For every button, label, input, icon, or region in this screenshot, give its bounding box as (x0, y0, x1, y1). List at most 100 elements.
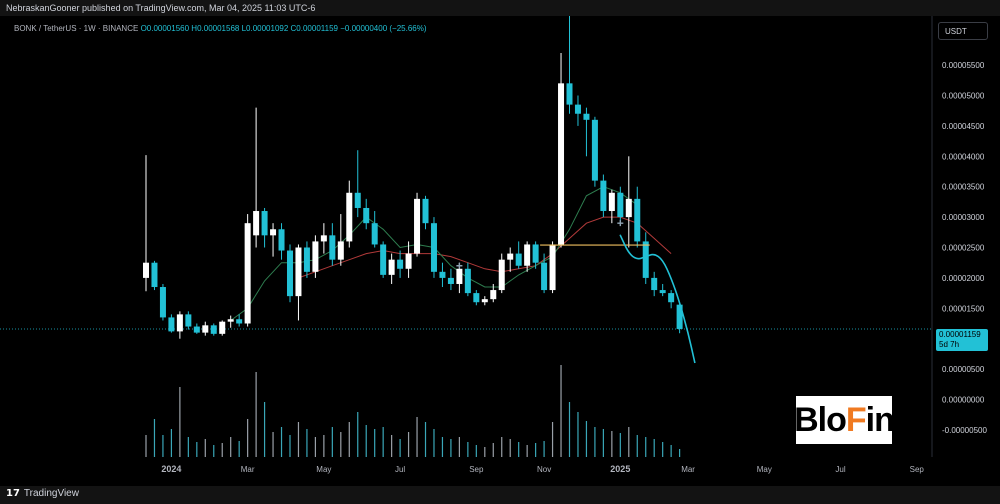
candle-body (236, 319, 243, 324)
symbol-legend: BONK / TetherUS · 1W · BINANCE O0.000015… (14, 24, 427, 33)
volume-bar (348, 422, 350, 457)
candle-body (227, 319, 234, 322)
candle-body (270, 229, 277, 236)
candle-body (354, 192, 361, 208)
volume-bar (645, 437, 647, 457)
volume-bar (280, 427, 283, 457)
candle-body (185, 314, 192, 327)
candle-body (210, 325, 217, 334)
candle-body (498, 259, 505, 291)
volume-bar (526, 445, 528, 457)
volume-bar (662, 442, 664, 457)
change-value: −0.00000400 (−25.66%) (340, 24, 427, 33)
chart-area[interactable]: 0.00005500 0.00005000 0.00004500 0.00004000… (0, 7, 1000, 486)
candle-body (541, 262, 548, 291)
volume-bar (501, 437, 503, 457)
candle-body (337, 241, 344, 260)
candle-body (414, 198, 421, 254)
x-tick-label: Jul (835, 465, 845, 474)
volume-bar (391, 435, 393, 457)
candle-body (346, 192, 353, 242)
volume-bar (619, 433, 621, 457)
volume-bar (568, 402, 571, 457)
volume-bar (272, 432, 274, 457)
volume-bar (407, 432, 410, 457)
publisher-text: NebraskanGooner published on TradingView… (6, 3, 316, 13)
candle-body (143, 262, 149, 278)
y-tick-label: 0.00004000 (942, 152, 985, 161)
candle-body (651, 277, 658, 291)
volume-bar (331, 427, 333, 457)
volume-bar (543, 441, 545, 457)
y-tick-label: 0.00003500 (942, 183, 985, 192)
volume-bar (382, 427, 384, 457)
candle-body (634, 198, 641, 242)
close-value: C0.00001159 (290, 24, 338, 33)
candle-body (397, 259, 404, 269)
candle-body (507, 253, 514, 260)
volume-bar (365, 425, 367, 457)
candle-body (464, 268, 471, 294)
open-value: O0.00001560 (140, 24, 190, 33)
candle-body (261, 211, 268, 236)
candle-body (524, 244, 531, 266)
candle-body (278, 229, 285, 251)
volume-bar (450, 439, 452, 457)
x-tick-label: Nov (537, 465, 551, 474)
candlestick-chart[interactable]: 0.00005500 0.00005000 0.00004500 0.00004000… (0, 7, 1000, 486)
currency-button[interactable]: USDT (938, 22, 988, 40)
x-tick-label: Mar (681, 465, 695, 474)
volume-bar (433, 429, 435, 457)
candle-body (202, 325, 209, 333)
candle-body (312, 241, 319, 272)
y-tick-label: 0.00005500 (942, 61, 985, 70)
volume-bar (399, 439, 401, 457)
volume-bar (357, 412, 359, 457)
candle-body (481, 299, 488, 303)
tradingview-logo[interactable]: 17 TradingView (6, 488, 79, 499)
candle-body (574, 104, 581, 114)
candle-body (295, 247, 302, 297)
y-tick-label: 0.00005000 (942, 92, 985, 101)
ma-red-line (298, 216, 672, 279)
volume-bar (323, 435, 325, 457)
candle-body (473, 293, 480, 303)
volume-bar (458, 437, 460, 457)
volume-bar (204, 439, 206, 457)
volume-bar (509, 439, 511, 457)
volume-bar (518, 442, 520, 457)
tradingview-logo-text: TradingView (23, 488, 79, 499)
x-tick-label: Sep (469, 465, 484, 474)
volume-bar (551, 422, 554, 457)
candle-body (558, 83, 565, 245)
candle-body (439, 271, 446, 278)
volume-bar (187, 437, 189, 457)
candle-body (549, 244, 556, 291)
candle-body (380, 244, 387, 275)
y-tick-label: 0.00001500 (942, 304, 985, 313)
candle-body (244, 223, 251, 324)
candle-body (219, 321, 226, 334)
y-tick-label: -0.00000500 (942, 426, 987, 435)
candle-body (363, 207, 370, 224)
x-tick-label: Mar (241, 465, 255, 474)
volume-bar (297, 422, 300, 457)
candle-body (286, 250, 293, 297)
symbol-name: BONK / TetherUS · 1W · BINANCE (14, 24, 139, 33)
candle-body (159, 287, 166, 318)
y-tick-label: 0.00002500 (942, 244, 985, 253)
volume-bar (162, 435, 164, 457)
volume-bar (475, 445, 477, 457)
volume-bar (611, 431, 613, 457)
volume-bar (653, 439, 655, 457)
volume-bar (577, 412, 579, 457)
high-value: H0.00001568 (191, 24, 240, 33)
candle-body (422, 198, 429, 224)
volume-bar (636, 435, 638, 457)
volume-bar (628, 427, 630, 457)
publisher-bar: NebraskanGooner published on TradingView… (0, 0, 1000, 16)
volume-bar (263, 402, 266, 457)
volume-bar (594, 427, 596, 457)
candle-body (515, 253, 522, 266)
watermark-part-2: in (865, 400, 895, 439)
